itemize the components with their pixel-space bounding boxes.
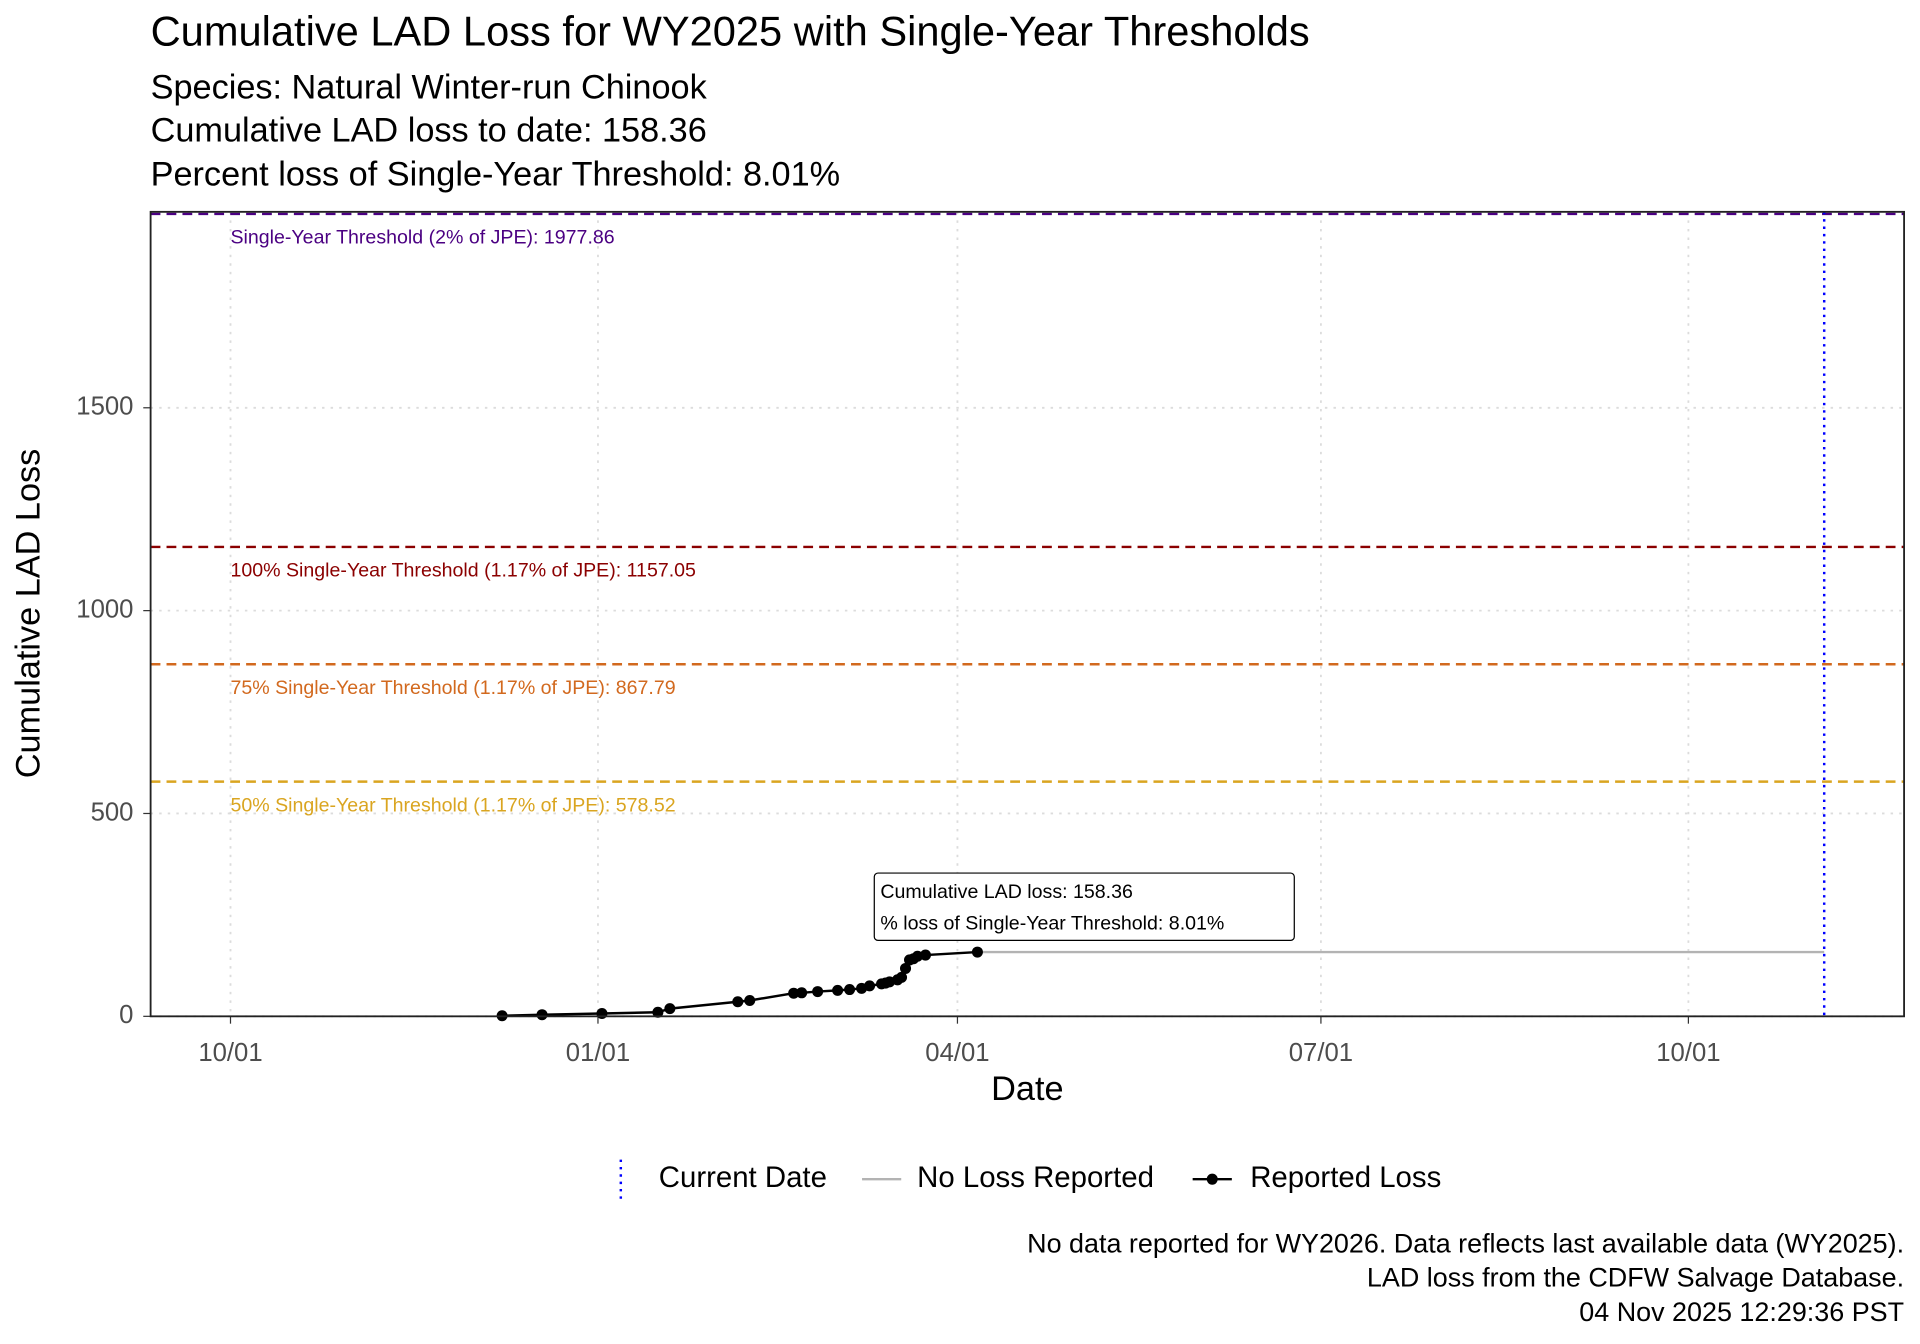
legend-key (1206, 1173, 1218, 1185)
data-point (971, 946, 983, 958)
x-tick-label: 10/01 (198, 1039, 262, 1067)
threshold-label: Single-Year Threshold (2% of JPE): 1977.… (230, 227, 614, 249)
legend-label: No Loss Reported (917, 1161, 1154, 1194)
y-tick-label: 0 (119, 1001, 133, 1029)
subtitle: Species: Natural Winter-run Chinook (151, 68, 708, 106)
x-tick-label: 10/01 (1656, 1039, 1720, 1067)
threshold-label: 75% Single-Year Threshold (1.17% of JPE)… (230, 677, 675, 699)
data-point (796, 987, 808, 999)
panel-border (149, 210, 1905, 1018)
threshold-label: 50% Single-Year Threshold (1.17% of JPE)… (230, 794, 675, 816)
data-point (732, 996, 744, 1008)
x-axis-title: Date (991, 1070, 1063, 1108)
threshold-label: 100% Single-Year Threshold (1.17% of JPE… (230, 560, 696, 582)
data-point (788, 987, 800, 999)
x-tick-label: 01/01 (566, 1039, 630, 1067)
plot-area: Cumulative LAD loss: 158.36 % loss of Sin… (143, 210, 1905, 1024)
x-tick-label: 04/01 (925, 1039, 989, 1067)
data-point (812, 986, 824, 998)
legend: Current Date No Loss Reported Reported Los… (619, 1159, 1441, 1199)
data-point (536, 1009, 548, 1021)
y-axis-title: Cumulative LAD Loss (10, 449, 48, 778)
data-point (844, 984, 856, 996)
data-point (864, 980, 876, 992)
caption: LAD loss from the CDFW Salvage Database. (1367, 1263, 1904, 1293)
x-tick-label: 07/01 (1289, 1039, 1353, 1067)
annotation-box (873, 872, 1295, 942)
subtitle: Cumulative LAD loss to date: 158.36 (151, 111, 707, 149)
annotation-text: % loss of Single-Year Threshold: 8.01% (880, 913, 1224, 935)
data-point (919, 949, 932, 961)
subtitle: Percent loss of Single-Year Threshold: 8… (151, 155, 841, 193)
caption: 04 Nov 2025 12:29:36 PST (1579, 1297, 1904, 1327)
data-point (896, 971, 908, 983)
data-point (832, 984, 844, 996)
y-tick-label: 1500 (76, 393, 133, 421)
y-tick-label: 1000 (76, 595, 133, 623)
data-point (744, 994, 756, 1007)
data-point (664, 1003, 676, 1015)
caption: No data reported for WY2026. Data reflec… (1027, 1228, 1904, 1258)
chart-title: Cumulative LAD Loss for WY2025 with Sing… (151, 7, 1310, 54)
data-point (652, 1006, 664, 1018)
annotation-text: Cumulative LAD loss: 158.36 (880, 881, 1133, 903)
data-point (900, 962, 912, 974)
legend-label: Current Date (659, 1161, 827, 1194)
data-point (596, 1007, 608, 1019)
y-tick-label: 500 (91, 798, 134, 826)
legend-label: Reported Loss (1250, 1161, 1441, 1194)
